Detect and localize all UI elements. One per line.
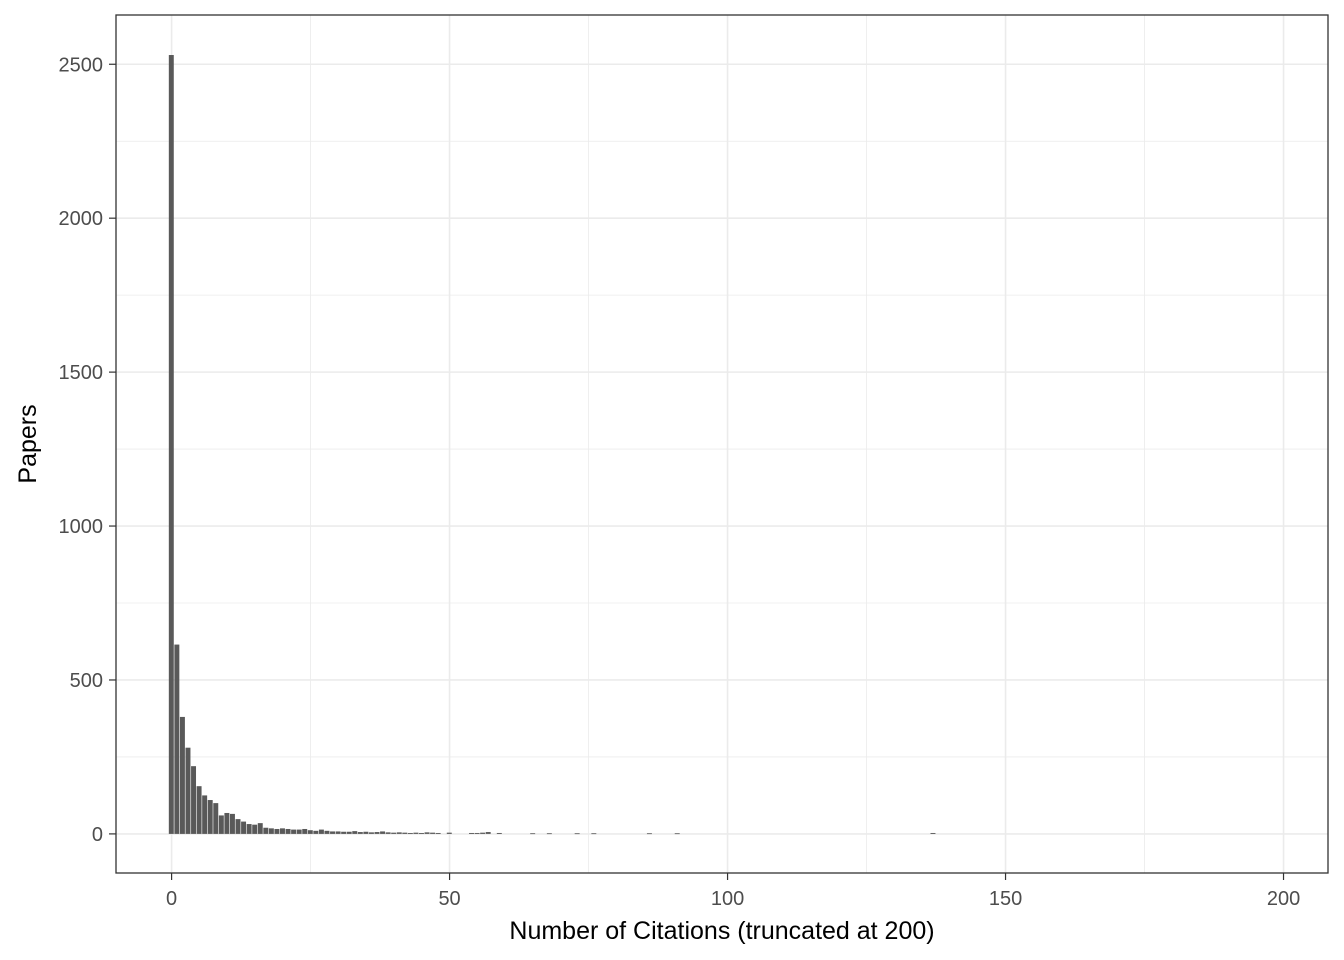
x-tick-label: 0 — [166, 888, 177, 910]
histogram-bar — [530, 833, 536, 835]
histogram-bar — [229, 813, 235, 834]
histogram-bar — [257, 823, 263, 834]
histogram-bar — [218, 815, 224, 834]
histogram-bar — [930, 832, 936, 834]
histogram-bar — [252, 824, 258, 834]
histogram-bar — [474, 832, 480, 834]
histogram-bar — [313, 830, 319, 834]
histogram-bar — [396, 832, 402, 834]
histogram-bar — [446, 832, 452, 834]
y-axis-title: Papers — [14, 404, 42, 483]
y-tick-label: 2500 — [59, 54, 104, 76]
histogram-bar — [480, 832, 486, 834]
histogram-bar — [646, 833, 652, 835]
histogram-bar — [419, 832, 424, 834]
histogram-bar — [674, 833, 680, 835]
histogram-bar — [413, 832, 419, 834]
histogram-bar — [352, 831, 358, 834]
histogram-bar — [179, 716, 185, 834]
x-tick-label: 100 — [711, 888, 744, 910]
major-gridlines — [116, 15, 1328, 873]
y-tick-label: 1500 — [59, 362, 104, 384]
histogram-bar — [469, 832, 474, 834]
histogram-bar — [191, 766, 197, 834]
histogram-bar — [357, 832, 363, 834]
histogram-bar — [346, 831, 352, 834]
histogram-bar — [202, 795, 208, 834]
histogram-bar — [424, 832, 430, 834]
histogram-bar — [485, 832, 491, 834]
histogram-bar — [335, 831, 341, 834]
y-tick-label: 1000 — [59, 516, 104, 538]
histogram-bar — [374, 832, 380, 834]
histogram-bar — [207, 800, 213, 834]
histogram-bar — [363, 831, 369, 834]
histogram-bar — [324, 830, 330, 834]
histogram-bar — [224, 812, 230, 834]
histogram-bar — [235, 819, 241, 834]
histogram-bar — [302, 828, 308, 834]
histogram-bar — [263, 827, 269, 834]
histogram-bar — [291, 829, 297, 834]
x-tick-label: 200 — [1267, 888, 1300, 910]
y-tick-label: 2000 — [59, 208, 104, 230]
histogram-bar — [168, 55, 174, 834]
histogram-bar — [196, 786, 202, 834]
histogram-bar — [591, 833, 597, 835]
histogram-bar — [246, 824, 252, 834]
x-tick-label: 50 — [438, 888, 460, 910]
histogram-bars — [168, 55, 936, 835]
histogram-bar — [296, 829, 302, 834]
histogram-bar — [174, 644, 180, 834]
histogram-bar — [274, 828, 280, 834]
histogram-bar — [285, 828, 291, 834]
histogram-bar — [241, 821, 247, 834]
y-axis-ticks: 0 500 1000 1500 2000 2500 — [59, 54, 116, 846]
histogram-bar — [307, 830, 313, 834]
x-axis-ticks: 0 50 100 150 200 — [166, 873, 1300, 910]
histogram-bar — [368, 832, 374, 834]
histogram-bar — [430, 832, 436, 834]
histogram-bar — [574, 833, 580, 835]
minor-gridlines — [116, 15, 1328, 873]
histogram-bar — [407, 832, 413, 834]
histogram-bar — [341, 831, 347, 834]
histogram-bar — [496, 832, 502, 834]
histogram-bar — [318, 829, 324, 834]
panel-border — [115, 14, 1329, 874]
y-tick-label: 0 — [92, 824, 103, 846]
histogram-bar — [330, 831, 336, 834]
histogram-bar — [213, 803, 219, 834]
histogram-bar — [380, 831, 386, 834]
x-axis-title: Number of Citations (truncated at 200) — [509, 917, 934, 945]
histogram-bar — [402, 832, 408, 834]
x-tick-label: 150 — [989, 888, 1022, 910]
histogram-bar — [546, 833, 552, 835]
y-tick-label: 500 — [70, 670, 103, 692]
histogram-bar — [391, 832, 397, 834]
histogram-bar — [268, 828, 274, 834]
histogram-bar — [185, 747, 191, 834]
histogram-bar — [280, 828, 285, 834]
histogram-bar — [435, 832, 441, 834]
histogram-bar — [385, 832, 391, 834]
